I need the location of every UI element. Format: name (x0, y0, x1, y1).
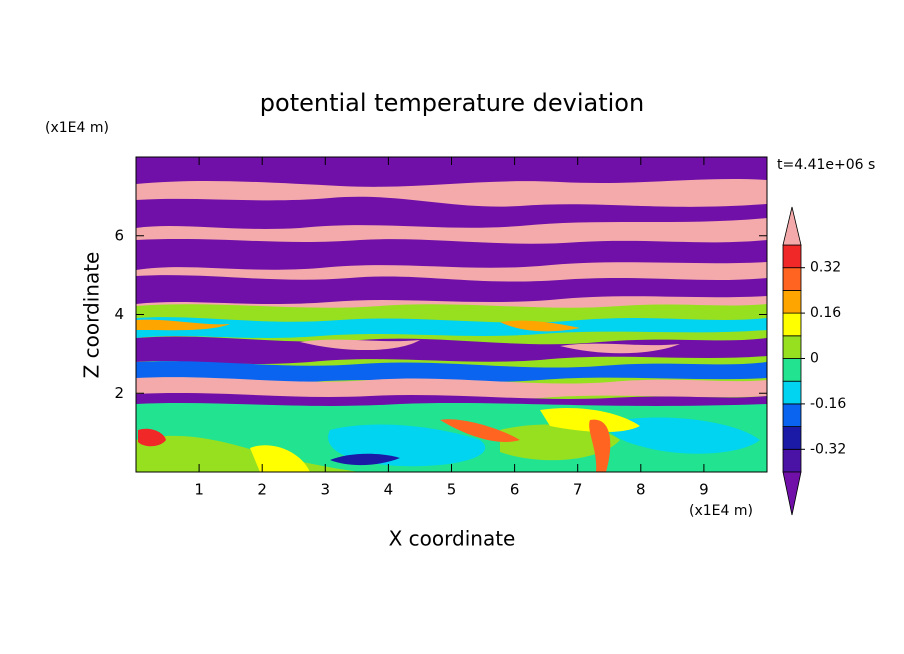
field-region (136, 239, 767, 270)
field-region (330, 453, 400, 466)
colorbar-tick-label: 0.32 (810, 260, 841, 276)
field-region (250, 407, 640, 472)
colorbar-tick-label: -0.32 (810, 441, 846, 457)
y-tick-label: 6 (114, 226, 124, 244)
y-axis-label: Z coordinate (80, 252, 104, 379)
x-tick-label: 4 (384, 481, 394, 499)
colorbar-band (782, 426, 802, 450)
time-label: t=4.41e+06 s (777, 157, 875, 173)
colorbar-tick-label: 0 (810, 351, 819, 367)
contour-field (136, 157, 767, 472)
x-unit: (x1E4 m) (689, 503, 753, 519)
field-region (300, 339, 680, 354)
x-axis-label: X coordinate (389, 527, 516, 551)
colorbar-over (782, 206, 802, 246)
y-unit: (x1E4 m) (45, 120, 109, 136)
colorbar-under (782, 471, 802, 516)
colorbar-band (782, 380, 802, 405)
colorbar-band (782, 358, 802, 382)
x-tick-label: 7 (573, 481, 583, 499)
field-region (138, 428, 166, 447)
colorbar-band (782, 244, 802, 269)
field-region (136, 157, 767, 187)
x-tick-label: 1 (194, 481, 204, 499)
field-region (136, 336, 767, 364)
field-region (136, 275, 767, 304)
x-tick-label: 8 (636, 481, 646, 499)
colorbar-band (782, 312, 802, 337)
colorbar-band (782, 448, 802, 473)
field-region (328, 417, 760, 467)
field-region (136, 361, 767, 385)
colorbar-band (782, 267, 802, 291)
y-tick-label: 4 (114, 305, 124, 323)
colorbar-band (782, 289, 802, 314)
colorbar-tick-label: -0.16 (810, 396, 846, 412)
field-region (440, 419, 611, 472)
colorbar-band (782, 335, 802, 359)
colorbar-band (782, 403, 802, 427)
field-region (136, 317, 767, 338)
colorbar-tick-label: 0.16 (810, 305, 841, 321)
x-tick-label: 5 (447, 481, 457, 499)
y-tick-label: 2 (114, 384, 124, 402)
chart-title: potential temperature deviation (260, 89, 644, 117)
x-tick-label: 2 (257, 481, 267, 499)
field-region (136, 196, 767, 229)
x-tick-label: 9 (699, 481, 709, 499)
x-tick-label: 3 (321, 481, 331, 499)
x-tick-label: 6 (510, 481, 520, 499)
field-region (136, 377, 767, 402)
field-region (136, 319, 580, 332)
